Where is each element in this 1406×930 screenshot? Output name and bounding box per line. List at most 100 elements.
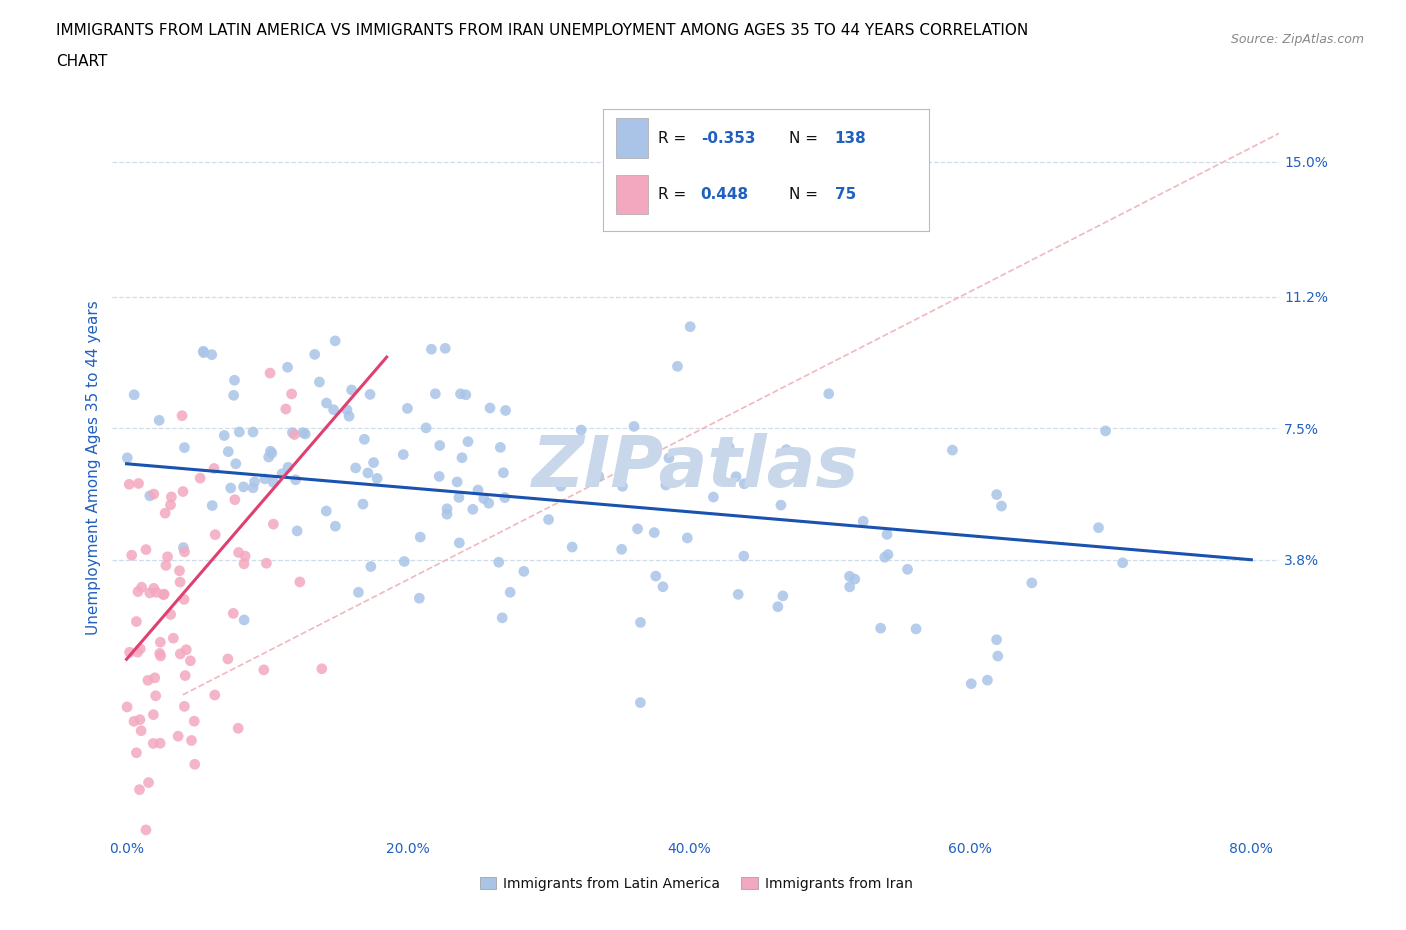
Point xyxy=(702,489,724,504)
Point xyxy=(122,387,145,402)
Point xyxy=(145,688,167,703)
Point xyxy=(454,388,477,403)
Point xyxy=(149,635,172,650)
Point xyxy=(172,540,194,555)
Point xyxy=(357,466,380,481)
Point xyxy=(156,550,179,565)
Point xyxy=(472,491,495,506)
Point xyxy=(274,402,297,417)
Point xyxy=(179,654,201,669)
Point xyxy=(1094,423,1116,438)
Legend: Immigrants from Latin America, Immigrants from Iran: Immigrants from Latin America, Immigrant… xyxy=(474,871,918,897)
Point xyxy=(724,470,747,485)
Point xyxy=(242,425,264,440)
Point xyxy=(127,584,149,599)
Point xyxy=(153,587,176,602)
Point xyxy=(769,498,792,512)
Point xyxy=(766,599,789,614)
Point xyxy=(655,477,678,492)
Point xyxy=(363,455,385,470)
Point xyxy=(204,687,226,702)
Point xyxy=(340,382,363,397)
Point xyxy=(280,387,302,402)
Point xyxy=(304,347,326,362)
Point xyxy=(121,548,143,563)
Point xyxy=(561,539,583,554)
Point xyxy=(569,422,592,437)
Point xyxy=(436,507,458,522)
Point xyxy=(492,465,515,480)
Point xyxy=(467,483,489,498)
Point xyxy=(193,344,215,359)
Point xyxy=(271,466,294,481)
Point xyxy=(976,672,998,687)
Point xyxy=(1021,576,1043,591)
Point xyxy=(588,469,610,484)
Point xyxy=(233,549,256,564)
Point xyxy=(260,445,283,460)
Point xyxy=(142,707,165,722)
Point xyxy=(283,427,305,442)
Point xyxy=(450,386,472,401)
Point xyxy=(142,736,165,751)
Point xyxy=(325,519,347,534)
Point xyxy=(173,699,195,714)
Point xyxy=(225,457,247,472)
Point xyxy=(513,564,536,578)
Point xyxy=(115,699,138,714)
Point xyxy=(337,409,360,424)
Point xyxy=(494,490,516,505)
Point xyxy=(451,450,474,465)
Point xyxy=(479,401,502,416)
Point xyxy=(644,568,666,583)
Point xyxy=(396,401,419,416)
Point xyxy=(651,579,673,594)
Point xyxy=(311,661,333,676)
Point xyxy=(394,554,416,569)
Point xyxy=(217,652,239,667)
Point xyxy=(415,420,437,435)
Point xyxy=(876,527,898,542)
Point xyxy=(537,512,560,527)
Point xyxy=(243,474,266,489)
Point xyxy=(941,443,963,458)
Point xyxy=(155,558,177,573)
Point xyxy=(153,506,176,521)
Text: ZIPatlas: ZIPatlas xyxy=(533,432,859,502)
Point xyxy=(844,572,866,587)
Point xyxy=(128,476,150,491)
Point xyxy=(446,474,468,489)
Point xyxy=(772,589,794,604)
Point xyxy=(360,559,382,574)
Point xyxy=(152,587,174,602)
Point xyxy=(174,668,197,683)
Point xyxy=(676,530,699,545)
Point xyxy=(233,556,256,571)
Point xyxy=(733,549,755,564)
Point xyxy=(193,345,215,360)
Point xyxy=(491,610,513,625)
Point xyxy=(838,579,860,594)
Point xyxy=(315,395,337,410)
Point xyxy=(277,360,299,375)
Point xyxy=(139,585,162,600)
Point xyxy=(869,620,891,635)
Point xyxy=(125,614,148,629)
Point xyxy=(628,695,651,710)
Point xyxy=(159,498,181,512)
Point xyxy=(434,341,457,356)
Point xyxy=(436,501,458,516)
Point xyxy=(366,471,388,485)
Point xyxy=(222,388,245,403)
Point xyxy=(118,477,141,492)
Point xyxy=(277,459,299,474)
Text: CHART: CHART xyxy=(56,54,108,69)
Point xyxy=(718,440,741,455)
Point xyxy=(488,555,510,570)
Point xyxy=(425,386,447,401)
Point xyxy=(905,621,928,636)
Point xyxy=(142,486,165,501)
Point xyxy=(142,581,165,596)
Point xyxy=(188,471,211,485)
Point xyxy=(149,648,172,663)
